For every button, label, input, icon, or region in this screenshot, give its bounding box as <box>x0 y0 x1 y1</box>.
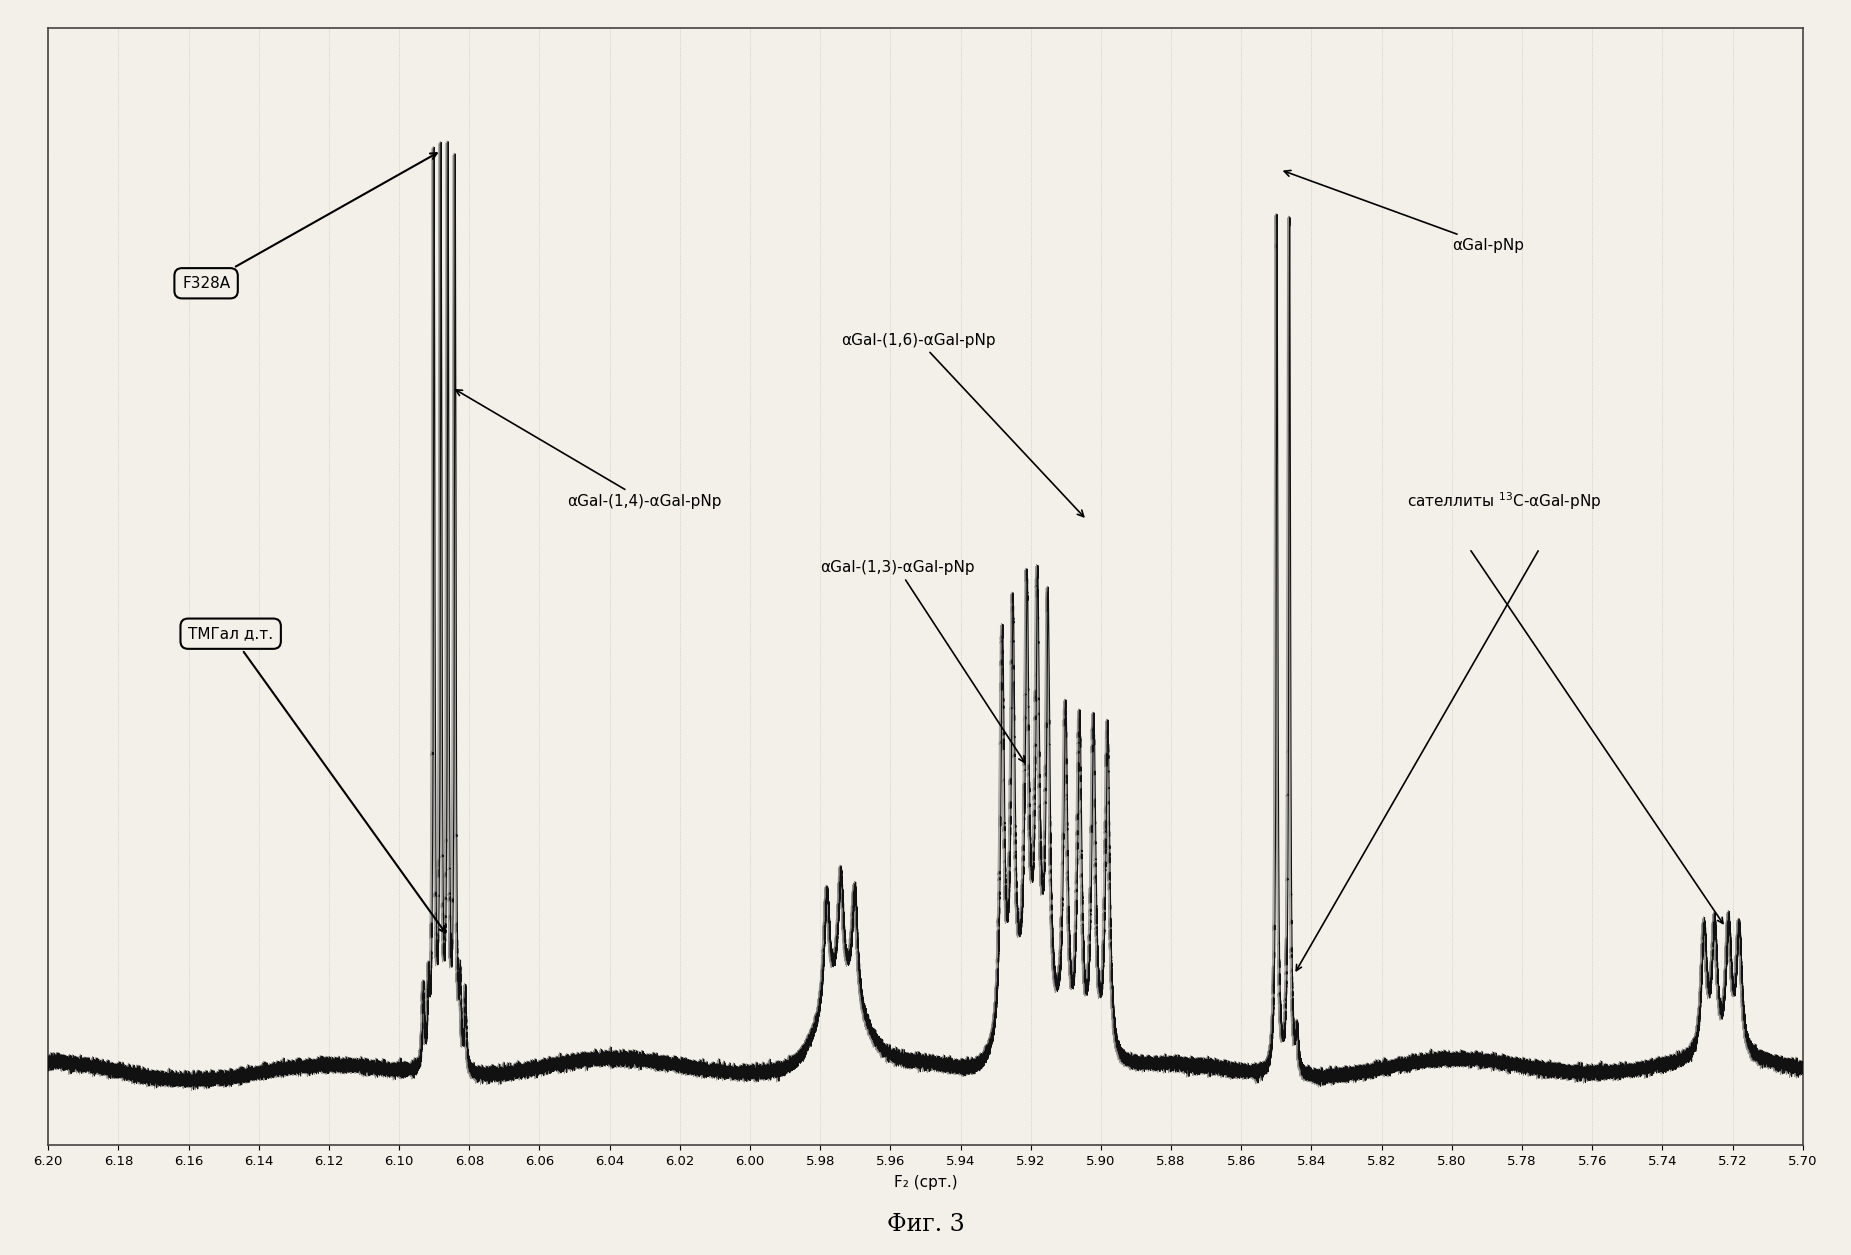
Text: αGal-pNp: αGal-pNp <box>1285 171 1523 254</box>
X-axis label: F₂ (срт.): F₂ (срт.) <box>894 1175 957 1190</box>
Text: αGal-(1,3)-αGal-pNp: αGal-(1,3)-αGal-pNp <box>820 560 1025 762</box>
Text: F328A: F328A <box>181 153 437 291</box>
Text: ТМГал д.т.: ТМГал д.т. <box>189 626 446 932</box>
Text: αGal-(1,6)-αGal-pNp: αGal-(1,6)-αGal-pNp <box>840 333 1083 517</box>
Text: сателлиты $^{13}$C-αGal-pNp: сателлиты $^{13}$C-αGal-pNp <box>1407 491 1601 512</box>
Text: Фиг. 3: Фиг. 3 <box>887 1214 964 1236</box>
Text: αGal-(1,4)-αGal-pNp: αGal-(1,4)-αGal-pNp <box>455 390 722 508</box>
